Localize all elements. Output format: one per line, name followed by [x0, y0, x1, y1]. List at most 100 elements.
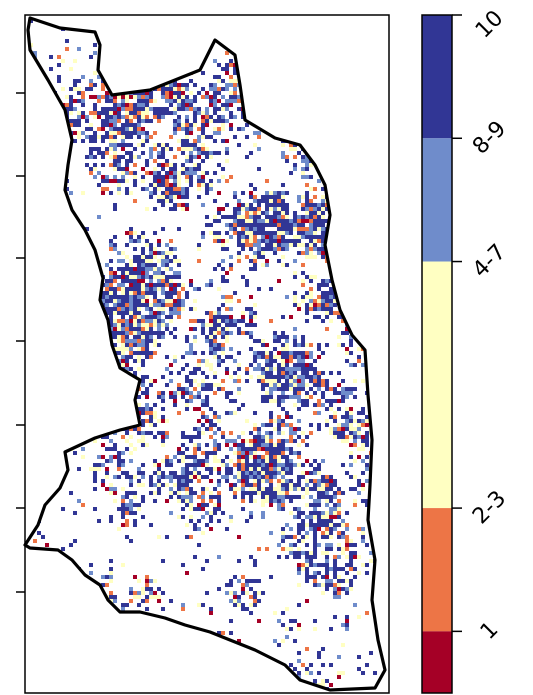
raster-cell	[249, 555, 253, 559]
raster-cell	[285, 203, 289, 207]
raster-cell	[153, 111, 157, 115]
raster-cell	[269, 375, 273, 379]
raster-cell	[93, 107, 97, 111]
raster-cell	[173, 43, 177, 47]
raster-cell	[193, 327, 197, 331]
raster-cell	[285, 135, 289, 139]
raster-cell	[217, 355, 221, 359]
raster-cell	[297, 475, 301, 479]
raster-cell	[241, 207, 245, 211]
raster-cell	[177, 147, 181, 151]
raster-cell	[201, 231, 205, 235]
raster-cell	[133, 351, 137, 355]
raster-cell	[61, 399, 65, 403]
raster-cell	[89, 415, 93, 419]
raster-cell	[77, 379, 81, 383]
raster-cell	[233, 79, 237, 83]
raster-cell	[361, 147, 365, 151]
raster-cell	[125, 255, 129, 259]
raster-cell	[345, 391, 349, 395]
raster-cell	[33, 215, 37, 219]
raster-cell	[237, 55, 241, 59]
raster-cell	[301, 351, 305, 355]
raster-cell	[269, 219, 273, 223]
raster-cell	[277, 495, 281, 499]
raster-cell	[301, 231, 305, 235]
raster-cell	[141, 379, 145, 383]
raster-cell	[81, 111, 85, 115]
raster-cell	[253, 471, 257, 475]
raster-cell	[109, 291, 113, 295]
raster-cell	[109, 439, 113, 443]
raster-cell	[349, 583, 353, 587]
raster-cell	[365, 127, 369, 131]
raster-cell	[45, 199, 49, 203]
raster-cell	[105, 411, 109, 415]
raster-cell	[109, 315, 113, 319]
raster-cell	[153, 283, 157, 287]
raster-cell	[217, 555, 221, 559]
raster-cell	[105, 131, 109, 135]
raster-cell	[165, 499, 169, 503]
raster-cell	[341, 395, 345, 399]
raster-cell	[61, 175, 65, 179]
raster-cell	[313, 203, 317, 207]
raster-cell	[129, 443, 133, 447]
raster-cell	[237, 199, 241, 203]
raster-cell	[61, 327, 65, 331]
raster-cell	[105, 399, 109, 403]
raster-cell	[293, 239, 297, 243]
raster-cell	[117, 287, 121, 291]
raster-cell	[345, 327, 349, 331]
raster-cell	[173, 663, 177, 667]
raster-cell	[241, 239, 245, 243]
raster-cell	[261, 487, 265, 491]
raster-cell	[221, 463, 225, 467]
raster-cell	[117, 375, 121, 379]
raster-cell	[129, 159, 133, 163]
raster-cell	[377, 335, 381, 339]
raster-cell	[125, 179, 129, 183]
raster-cell	[265, 239, 269, 243]
raster-cell	[97, 603, 101, 607]
raster-cell	[265, 455, 269, 459]
raster-cell	[121, 507, 125, 511]
raster-cell	[253, 595, 257, 599]
raster-cell	[329, 543, 333, 547]
raster-cell	[137, 579, 141, 583]
raster-cell	[217, 99, 221, 103]
raster-cell	[161, 679, 165, 683]
raster-cell	[301, 99, 305, 103]
raster-cell	[329, 475, 333, 479]
raster-cell	[181, 495, 185, 499]
raster-cell	[161, 323, 165, 327]
raster-cell	[333, 147, 337, 151]
raster-cell	[93, 411, 97, 415]
raster-cell	[125, 359, 129, 363]
raster-cell	[169, 167, 173, 171]
raster-cell	[273, 207, 277, 211]
raster-cell	[85, 395, 89, 399]
raster-cell	[85, 311, 89, 315]
raster-cell	[301, 43, 305, 47]
raster-cell	[337, 71, 341, 75]
raster-cell	[189, 183, 193, 187]
raster-cell	[301, 223, 305, 227]
raster-cell	[157, 299, 161, 303]
raster-cell	[249, 463, 253, 467]
raster-cell	[161, 203, 165, 207]
raster-cell	[29, 207, 33, 211]
raster-cell	[261, 463, 265, 467]
raster-cell	[33, 191, 37, 195]
raster-cell	[49, 211, 53, 215]
raster-cell	[125, 355, 129, 359]
raster-cell	[161, 443, 165, 447]
raster-cell	[109, 595, 113, 599]
raster-cell	[93, 163, 97, 167]
raster-cell	[321, 187, 325, 191]
raster-cell	[89, 123, 93, 127]
raster-cell	[133, 51, 137, 55]
raster-cell	[97, 171, 101, 175]
raster-cell	[125, 167, 129, 171]
raster-cell	[113, 391, 117, 395]
